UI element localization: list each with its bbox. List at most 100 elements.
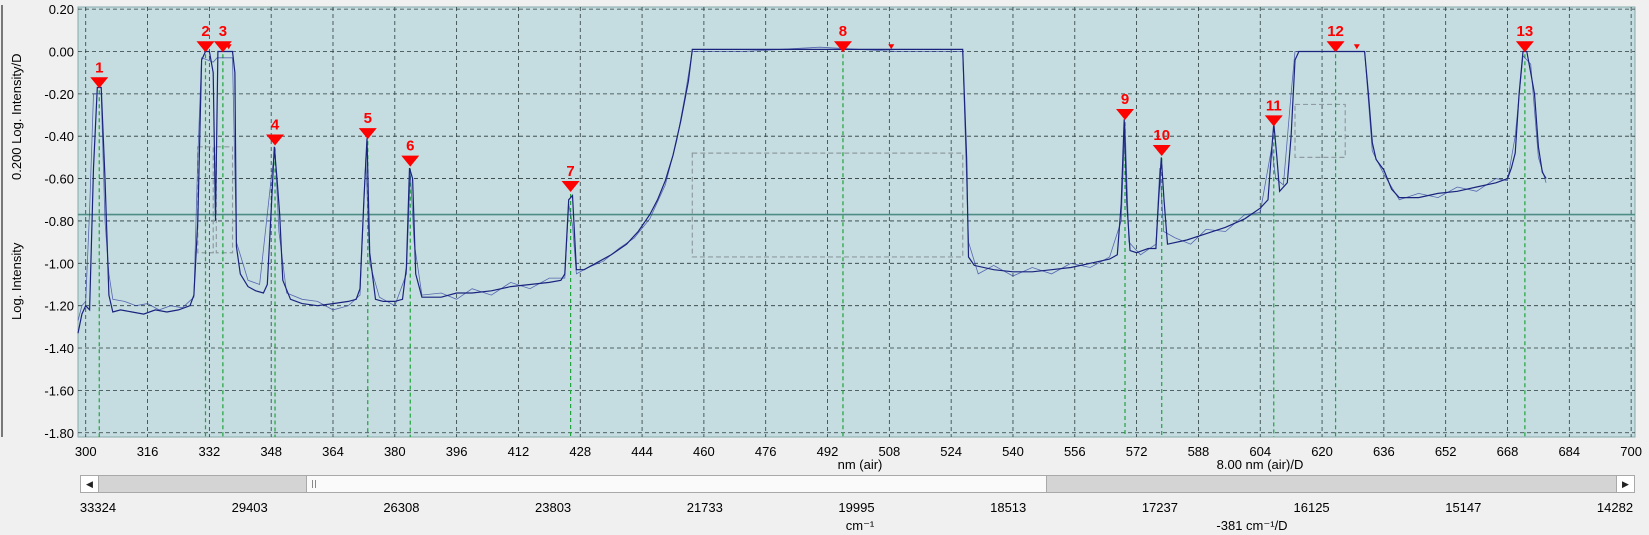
wavenumber-tick-label: 33324	[80, 500, 116, 515]
y-resolution-label: 0.200 Log. Intensity/D	[9, 54, 24, 180]
x-tick-label: 604	[1249, 444, 1271, 459]
y-tick-label: -0.60	[44, 172, 74, 187]
y-tick-label: -1.60	[44, 383, 74, 398]
marker-label: 9	[1121, 91, 1129, 108]
marker-small-triangle	[225, 44, 232, 50]
x-tick-label: 412	[508, 444, 530, 459]
wavenumber-tick-label: 17237	[1142, 500, 1178, 515]
x-resolution-label: 8.00 nm (air)/D	[1217, 457, 1304, 472]
marker-drop-lines	[98, 47, 1526, 437]
gray-region-box	[215, 146, 234, 254]
wavenumber-tick-label: 26308	[383, 500, 419, 515]
scroll-grip-icon	[312, 480, 317, 488]
wavenumber-resolution-label: -381 cm⁻¹/D	[1216, 518, 1287, 533]
x-axis-label: nm (air)	[838, 457, 883, 472]
x-tick-label: 444	[631, 444, 653, 459]
x-tick-label: 684	[1558, 444, 1580, 459]
x-tick-label: 524	[940, 444, 962, 459]
gray-region-box	[1294, 103, 1346, 158]
marker-label: 7	[566, 163, 574, 180]
marker-triangle	[833, 41, 852, 53]
x-tick-label: 332	[199, 444, 221, 459]
x-tick-label: 572	[1126, 444, 1148, 459]
y-tick-label: -0.80	[44, 214, 74, 229]
wavenumber-tick-label: 19995	[838, 500, 874, 515]
y-tick-label: -1.00	[44, 256, 74, 271]
marker-small-triangle	[888, 44, 895, 50]
marker-label: 3	[219, 23, 227, 40]
x-tick-label: 300	[75, 444, 97, 459]
wavenumber-tick-label: 18513	[990, 500, 1026, 515]
x-gridlines	[85, 7, 1632, 437]
wavenumber-unit-label: cm⁻¹	[846, 518, 875, 533]
wavenumber-tick-labels: 33324 29403 26308 23803 21733 19995 18513 17237…	[80, 500, 1633, 515]
x-tick-label: 700	[1620, 444, 1642, 459]
y-tick-label: -0.40	[44, 129, 74, 144]
marker-triangle	[1152, 145, 1171, 157]
marker-triangle	[1264, 115, 1283, 127]
wavenumber-tick-label: 21733	[687, 500, 723, 515]
marker-label: 6	[406, 138, 414, 155]
x-tick-label: 508	[878, 444, 900, 459]
y-tick-label: -0.20	[44, 87, 74, 102]
x-tick-label: 428	[569, 444, 591, 459]
marker-label: 13	[1517, 23, 1534, 40]
y-tick-labels: 0.20 0.00 -0.20 -0.40 -0.60 -0.80 -1.00 -1.20 -1…	[44, 2, 74, 441]
y-axis-label: Log. Intensity	[9, 242, 24, 320]
y-tick-label: -1.40	[44, 341, 74, 356]
marker-label: 12	[1327, 23, 1344, 40]
x-tick-label: 556	[1064, 444, 1086, 459]
x-tick-label: 652	[1435, 444, 1457, 459]
y-gridlines	[78, 8, 1635, 434]
x-tick-label: 364	[322, 444, 344, 459]
x-tick-label: 380	[384, 444, 406, 459]
wavenumber-tick-label: 15147	[1445, 500, 1481, 515]
x-tick-label: 636	[1373, 444, 1395, 459]
spectrum-line	[77, 48, 1547, 334]
y-tick-label: -1.80	[44, 426, 74, 441]
x-tick-label: 396	[446, 444, 468, 459]
x-tick-labels: 300 316 332 348 364 380 396 412 428 444 460 476 492 5…	[75, 444, 1642, 459]
scroll-thumb[interactable]	[306, 476, 1048, 492]
wavenumber-tick-label: 14282	[1597, 500, 1633, 515]
wavenumber-tick-label: 29403	[232, 500, 268, 515]
x-tick-label: 316	[137, 444, 159, 459]
scroll-left-arrow-icon[interactable]: ◀	[81, 476, 99, 492]
x-tick-label: 620	[1311, 444, 1333, 459]
horizontal-scrollbar[interactable]: ◀ ▶	[80, 475, 1635, 493]
plot-area[interactable]	[77, 6, 1636, 438]
marker-triangle	[90, 77, 109, 89]
marker-label: 2	[201, 23, 209, 40]
y-tick-label: -1.20	[44, 299, 74, 314]
marker-small-triangle	[1353, 44, 1360, 50]
x-tick-label: 460	[693, 444, 715, 459]
marker-label: 4	[271, 116, 280, 133]
x-tick-label: 492	[817, 444, 839, 459]
wavenumber-tick-label: 23803	[535, 500, 571, 515]
x-tick-label: 540	[1002, 444, 1024, 459]
marker-triangle	[196, 41, 215, 53]
y-tick-label: 0.00	[49, 44, 74, 59]
marker-label: 11	[1266, 97, 1282, 114]
marker-triangle	[401, 155, 420, 167]
marker-triangle	[1326, 41, 1345, 53]
marker-label: 10	[1153, 127, 1170, 144]
marker-label: 1	[95, 59, 103, 76]
x-tick-label: 668	[1497, 444, 1519, 459]
marker-label: 5	[364, 110, 372, 127]
marker-triangle	[266, 134, 285, 146]
marker-triangle	[1515, 41, 1534, 53]
marker-triangle	[358, 128, 377, 140]
y-tick-label: 0.20	[49, 2, 74, 17]
wavenumber-tick-label: 16125	[1294, 500, 1330, 515]
marker-label: 8	[839, 23, 847, 40]
gray-region-box	[691, 152, 964, 258]
marker-triangle	[561, 181, 580, 193]
x-tick-label: 348	[260, 444, 282, 459]
x-tick-label: 588	[1188, 444, 1210, 459]
marker-triangle	[213, 41, 232, 53]
x-tick-label: 476	[755, 444, 777, 459]
scroll-right-arrow-icon[interactable]: ▶	[1616, 476, 1634, 492]
